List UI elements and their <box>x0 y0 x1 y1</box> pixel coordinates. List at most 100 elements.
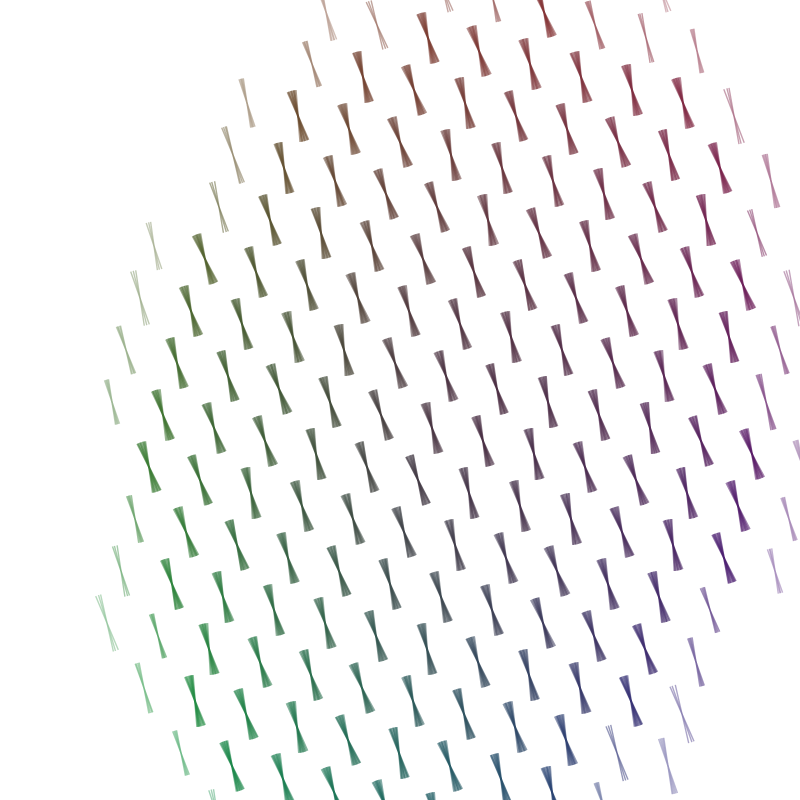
bowtie-stroke <box>99 594 115 652</box>
bowtie-mark <box>172 506 200 558</box>
bowtie-mark <box>679 246 705 298</box>
bowtie-stroke <box>409 675 417 727</box>
bowtie-mark <box>320 0 338 42</box>
bowtie-stroke <box>219 571 227 623</box>
bowtie-stroke <box>469 246 479 298</box>
bowtie-stroke <box>597 781 603 800</box>
bowtie-stroke <box>150 613 166 659</box>
bowtie-stroke <box>728 87 740 145</box>
bowtie-stroke <box>690 637 702 687</box>
bowtie-mark <box>443 519 467 571</box>
bowtie-stroke <box>145 222 163 270</box>
bowtie-mark <box>667 298 689 350</box>
bowtie-mark <box>178 285 204 337</box>
bowtie-stroke <box>303 41 321 87</box>
bowtie-stroke <box>260 415 270 467</box>
bowtie-stroke <box>117 326 135 374</box>
bowtie-stroke <box>137 662 151 714</box>
bowtie-stroke <box>783 496 795 542</box>
bowtie-stroke <box>255 636 265 688</box>
bowtie-mark <box>295 259 319 311</box>
bowtie-mark <box>707 142 733 194</box>
bowtie-stroke <box>710 363 720 415</box>
bowtie-stroke <box>118 325 134 375</box>
bowtie-stroke <box>431 181 443 233</box>
bowtie-stroke <box>783 270 800 316</box>
bowtie-stroke <box>671 685 693 743</box>
bowtie-mark <box>502 701 528 753</box>
bowtie-stroke <box>497 753 505 800</box>
bowtie-stroke <box>641 12 651 64</box>
bowtie-stroke <box>593 783 602 800</box>
bowtie-mark <box>530 597 556 649</box>
bowtie-stroke <box>756 374 776 430</box>
bowtie-mark <box>240 466 262 520</box>
bowtie-mark <box>718 311 740 363</box>
bowtie-stroke <box>331 155 339 207</box>
bowtie-stroke <box>531 427 537 481</box>
bowtie-stroke <box>626 675 636 727</box>
bowtie-stroke <box>130 494 140 544</box>
bowtie-stroke <box>209 182 229 232</box>
bowtie-mark <box>689 28 705 74</box>
bowtie-stroke <box>294 701 300 753</box>
bowtie-stroke <box>783 496 795 542</box>
bowtie-stroke <box>279 753 287 800</box>
bowtie-stroke <box>239 78 255 128</box>
bowtie-stroke <box>478 415 488 467</box>
bowtie-stroke <box>212 789 216 800</box>
bowtie-mark <box>639 402 661 454</box>
bowtie-stroke <box>174 730 188 776</box>
bowtie-stroke <box>769 548 781 594</box>
bowtie-mark <box>148 613 168 659</box>
bowtie-stroke <box>455 298 465 350</box>
bowtie-stroke <box>595 389 603 441</box>
bowtie-mark <box>465 636 491 688</box>
bowtie-stroke <box>380 168 392 220</box>
bowtie-stroke <box>231 519 243 571</box>
bowtie-mark <box>401 675 425 727</box>
bowtie-stroke <box>687 246 697 298</box>
bowtie-stroke <box>289 311 297 363</box>
bowtie-mark <box>523 427 545 481</box>
bowtie-stroke <box>488 584 496 636</box>
bowtie-mark <box>609 506 635 558</box>
bowtie-stroke <box>670 518 676 572</box>
bowtie-stroke <box>138 662 150 714</box>
bowtie-mark <box>729 259 757 311</box>
bowtie-mark <box>466 25 492 77</box>
bowtie-stroke <box>630 454 642 506</box>
bowtie-mark <box>604 116 632 168</box>
bowtie-stroke <box>608 337 618 389</box>
bowtie-stroke <box>130 271 150 325</box>
bowtie-stroke <box>172 731 190 775</box>
bowtie-stroke <box>209 402 219 454</box>
bowtie-mark <box>322 155 348 207</box>
bowtie-stroke <box>273 363 285 415</box>
bowtie-mark <box>770 325 790 375</box>
bowtie-stroke <box>134 663 154 713</box>
bowtie-mark <box>233 688 259 740</box>
bowtie-stroke <box>733 480 743 532</box>
bowtie-mark <box>258 194 282 246</box>
bowtie-mark <box>429 571 453 623</box>
bowtie-stroke <box>492 0 499 23</box>
bowtie-stroke <box>398 506 410 558</box>
bowtie-stroke <box>639 623 651 675</box>
bowtie-mark <box>310 206 332 260</box>
bowtie-mark <box>209 181 229 233</box>
bowtie-stroke <box>107 379 117 425</box>
bowtie-mark <box>348 662 376 714</box>
bowtie-stroke <box>221 127 245 183</box>
bowtie-stroke <box>766 549 784 593</box>
bowtie-stroke <box>612 116 624 168</box>
bowtie-stroke <box>665 0 672 12</box>
bowtie-mark <box>492 0 502 23</box>
bowtie-mark <box>252 415 278 467</box>
bowtie-stroke <box>326 376 334 428</box>
bowtie-stroke <box>595 782 603 800</box>
bowtie-stroke <box>796 439 800 458</box>
bowtie-mark <box>593 781 603 800</box>
bowtie-stroke <box>760 373 772 431</box>
bowtie-mark <box>518 38 542 90</box>
